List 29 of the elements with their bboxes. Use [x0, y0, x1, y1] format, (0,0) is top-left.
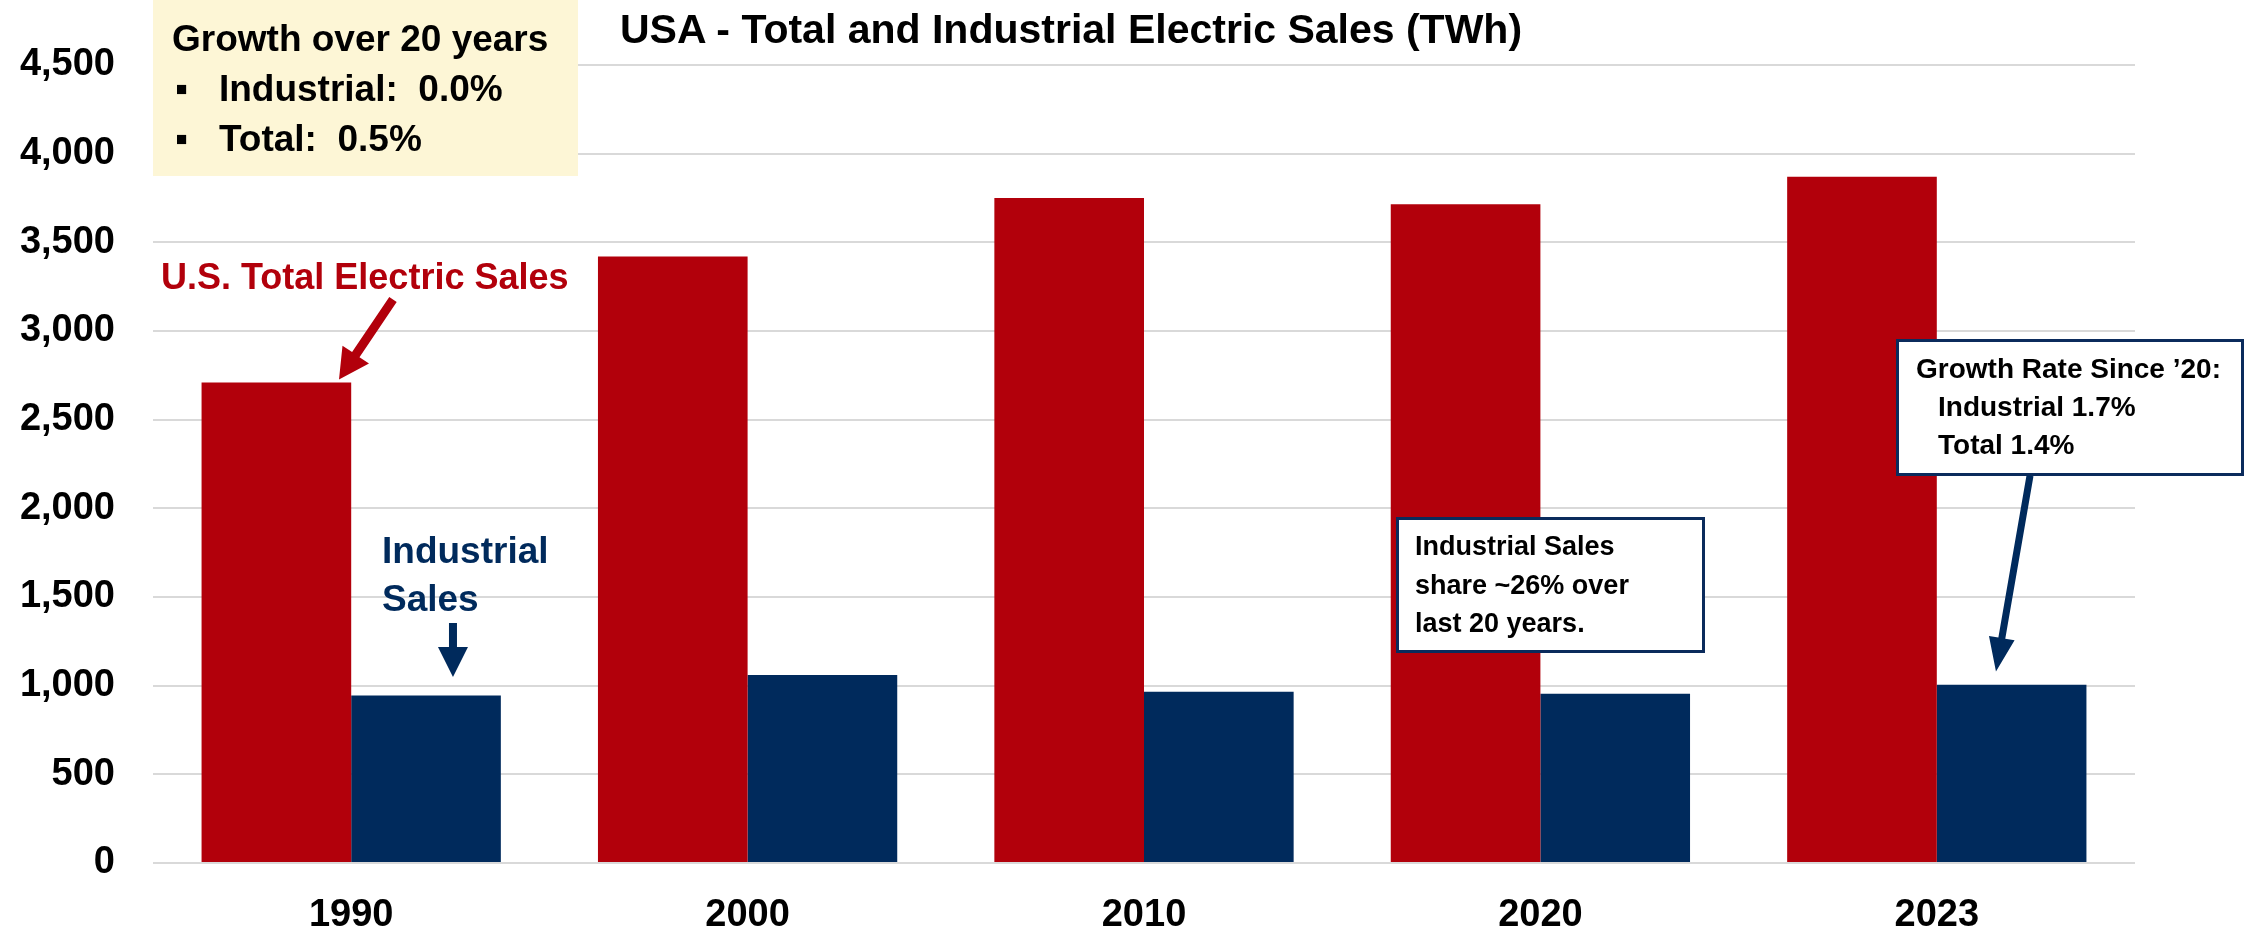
annotation: Industrial Sales share ~26% over last 20 years. — [1415, 530, 1629, 640]
y-tick-label: 3,500 — [19, 218, 115, 261]
y-tick-label: 1,000 — [19, 662, 115, 705]
bar — [1936, 684, 2087, 862]
bar — [994, 198, 1144, 862]
annotation: Growth Rate Since ’20: Industrial 1.7% Total 1.4% — [1916, 352, 2221, 462]
y-tick-label: 3,000 — [19, 307, 115, 350]
bar — [201, 382, 352, 862]
y-tick-label: 500 — [51, 750, 115, 793]
x-tick-label: 2010 — [1101, 892, 1187, 935]
series-label: U.S. Total Electric Sales — [161, 256, 570, 297]
y-tick-label: 2,500 — [19, 396, 115, 439]
bar — [351, 695, 501, 862]
y-tick-label: 2,000 — [19, 484, 115, 527]
y-tick-label: 0 — [93, 839, 115, 882]
y-tick-label: 1,500 — [19, 573, 115, 616]
annotation: Growth over 20 years ▪ Industrial: 0.0% ▪ Total: 0.5% — [172, 17, 549, 161]
x-tick-label: 2020 — [1498, 892, 1583, 935]
y-tick-label: 4,000 — [19, 130, 115, 173]
bar — [747, 675, 898, 862]
x-tick-label: 2000 — [705, 892, 790, 935]
bar — [1540, 693, 1691, 862]
text: Industrial Sales — [382, 529, 550, 621]
x-tick-label: 1990 — [308, 892, 394, 935]
y-tick-label: 4,500 — [19, 41, 115, 84]
bar — [597, 256, 748, 862]
bar — [1144, 691, 1294, 862]
x-tick-label: 2023 — [1894, 892, 1980, 935]
chart-title: USA - Total and Industrial Electric Sales (TWh) — [619, 6, 1523, 52]
